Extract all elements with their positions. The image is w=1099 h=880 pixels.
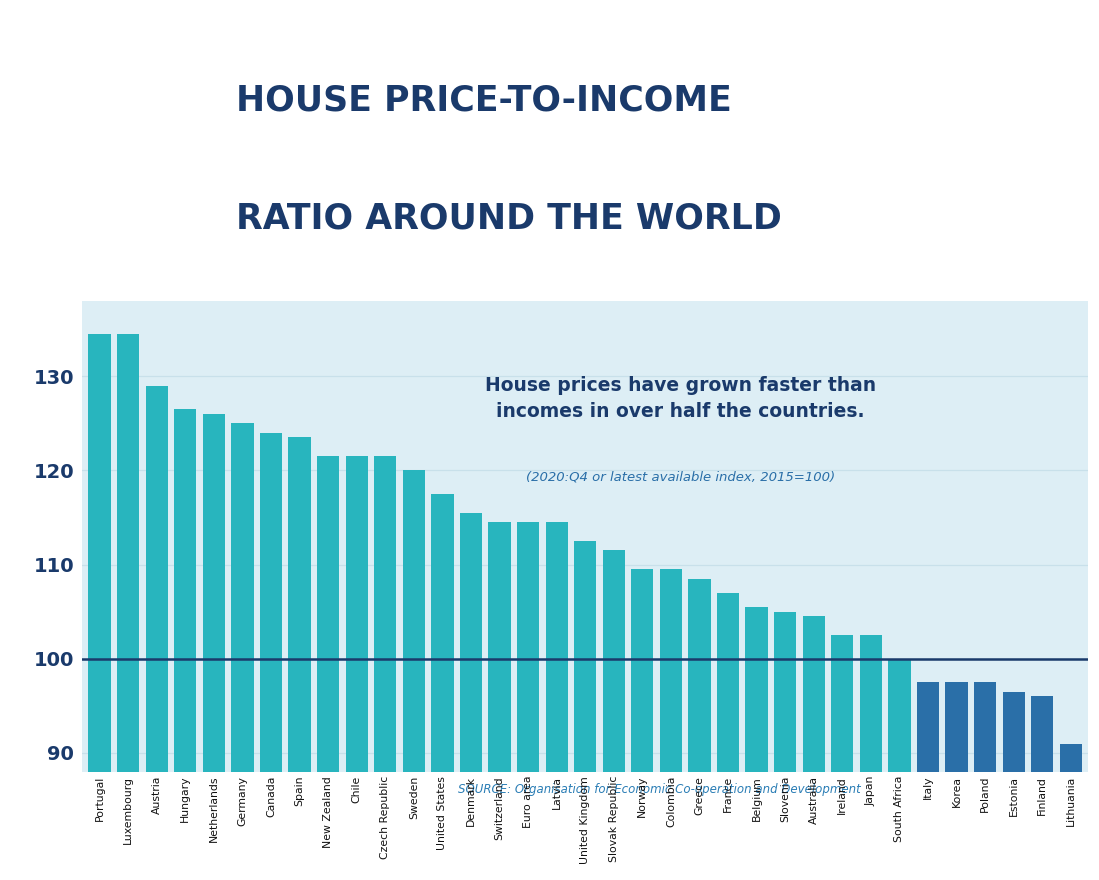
Bar — [116, 334, 140, 772]
Bar — [859, 635, 882, 772]
Bar — [374, 457, 397, 772]
Bar — [917, 682, 940, 772]
Bar — [802, 616, 825, 772]
Bar — [631, 569, 654, 772]
Bar — [345, 457, 368, 772]
Bar — [88, 334, 111, 772]
Bar — [402, 471, 425, 772]
Bar — [717, 593, 740, 772]
Bar — [602, 551, 625, 772]
Bar — [745, 607, 768, 772]
Bar — [888, 659, 911, 772]
Bar — [288, 437, 311, 772]
Bar — [688, 579, 711, 772]
Bar — [1059, 744, 1083, 772]
Bar — [431, 494, 454, 772]
Bar — [317, 457, 340, 772]
Bar — [231, 423, 254, 772]
Bar — [945, 682, 968, 772]
Bar — [574, 541, 597, 772]
Bar — [488, 522, 511, 772]
Bar — [459, 513, 482, 772]
Bar — [259, 433, 282, 772]
Bar — [202, 414, 225, 772]
Bar — [545, 522, 568, 772]
Bar — [174, 409, 197, 772]
Text: HOUSE PRICE-TO-INCOME: HOUSE PRICE-TO-INCOME — [236, 83, 732, 117]
Bar — [1002, 692, 1025, 772]
Text: (2020:Q4 or latest available index, 2015=100): (2020:Q4 or latest available index, 2015… — [526, 471, 835, 483]
Bar — [774, 612, 797, 772]
Bar — [974, 682, 997, 772]
Text: #HousingWatch: #HousingWatch — [859, 833, 1072, 858]
Text: House prices have grown faster than
incomes in over half the countries.: House prices have grown faster than inco… — [485, 377, 876, 421]
Bar — [831, 635, 854, 772]
Bar — [659, 569, 682, 772]
Bar — [1031, 696, 1054, 772]
Bar — [145, 385, 168, 772]
Text: SOURCE: Organisation for Economic Co-operation and Development: SOURCE: Organisation for Economic Co-ope… — [458, 783, 861, 796]
Bar — [517, 522, 540, 772]
Text: IMF.org/housing: IMF.org/housing — [27, 833, 241, 858]
Text: RATIO AROUND THE WORLD: RATIO AROUND THE WORLD — [236, 202, 782, 236]
